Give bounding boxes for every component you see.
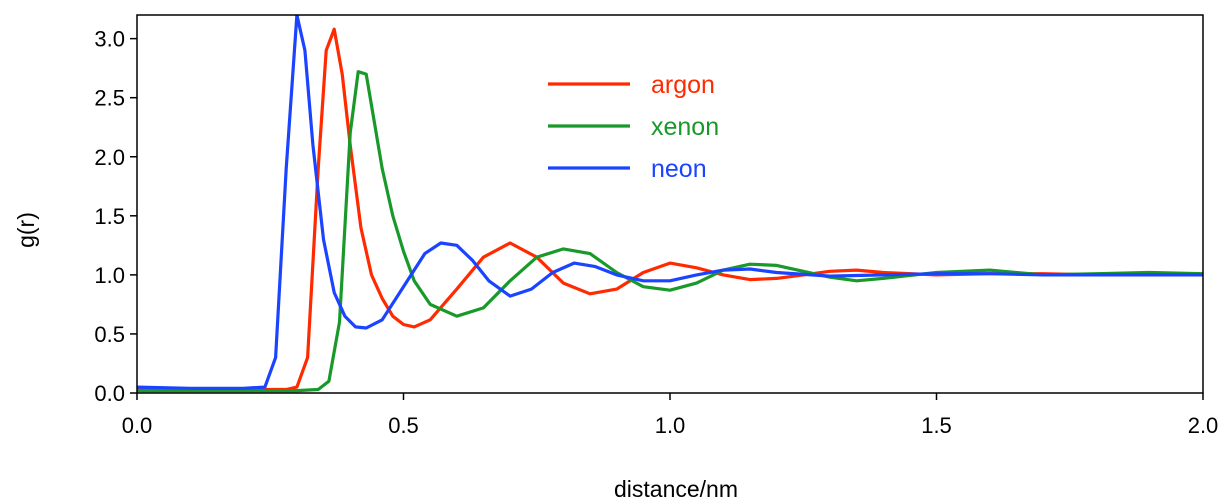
y-tick-label-5: 2.5 xyxy=(94,86,125,111)
y-tick-label-0: 0.0 xyxy=(94,381,125,406)
series-line-argon xyxy=(137,27,1203,392)
y-tick-label-6: 3.0 xyxy=(94,27,125,52)
legend-label-neon: neon xyxy=(651,155,707,183)
x-tick-label-1: 0.5 xyxy=(388,413,419,438)
y-tick-label-3: 1.5 xyxy=(94,204,125,229)
x-tick-label-3: 1.5 xyxy=(921,413,952,438)
x-tick-label-2: 1.0 xyxy=(655,413,686,438)
legend-label-argon: argon xyxy=(651,71,715,99)
y-tick-label-2: 1.0 xyxy=(94,263,125,288)
axis-ticks: 0.0 0.5 1.0 1.5 2.0 0.0 0.5 1.0 1.5 2.0 2.5 3.0 xyxy=(94,27,1218,438)
legend: argon xenon neon xyxy=(548,71,719,183)
legend-label-xenon: xenon xyxy=(651,113,719,141)
series-lines xyxy=(137,15,1203,393)
series-line-xenon xyxy=(137,70,1203,393)
y-axis-label: g(r) xyxy=(13,212,39,248)
x-axis-label: distance/nm xyxy=(614,476,738,502)
y-tick-label-1: 0.5 xyxy=(94,322,125,347)
x-tick-label-0: 0.0 xyxy=(122,413,153,438)
y-tick-label-4: 2.0 xyxy=(94,145,125,170)
series-line-neon xyxy=(137,15,1203,390)
x-tick-label-4: 2.0 xyxy=(1188,413,1219,438)
